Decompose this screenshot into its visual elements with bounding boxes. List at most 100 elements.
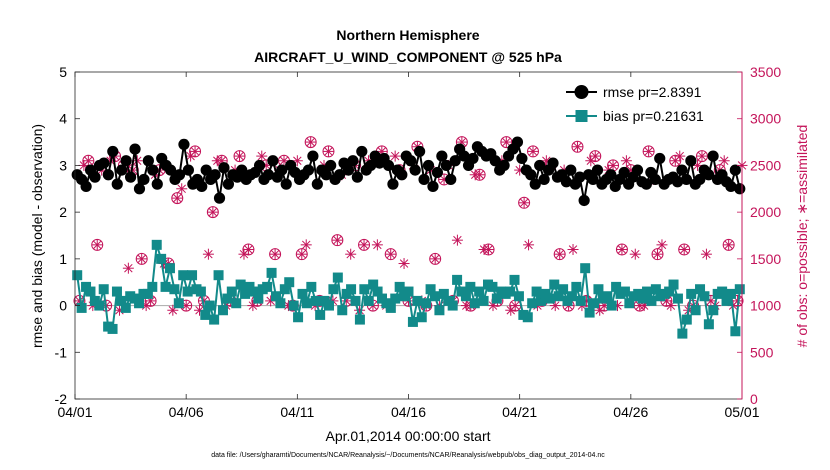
rmse-point [414,145,426,158]
rmse-point [151,178,163,190]
asterisk-stroke [702,249,711,259]
asterisk-stroke [524,240,533,250]
obs-possible-point [304,136,317,149]
bias-point [725,288,736,299]
asterisk-stroke [301,240,311,250]
y-left-tick-label: 4 [59,111,67,127]
bias-point [284,277,295,288]
rmse-point [356,145,368,158]
rmse-point [498,159,510,172]
obs-possible-point [135,252,148,265]
obs-assimilated-point [523,239,535,251]
bias-point [337,305,348,316]
bias-point [275,298,286,309]
obs-assimilated-point [122,262,134,274]
obs-assimilated-point [398,258,410,270]
obs-assimilated-point [460,300,472,312]
obs-assimilated-point [656,239,668,251]
asterisk-stroke [235,151,244,161]
bias-point [416,312,427,323]
bias-point [553,291,564,302]
obs-possible-point [322,145,335,158]
bias-point [584,307,595,318]
bias-point [531,286,542,297]
bias-point [151,239,162,250]
rmse-point [342,164,355,176]
footnote: data file: /Users/gharamti/Documents/NCA… [211,452,605,459]
rmse-point [351,171,363,183]
rmse-point [200,164,212,176]
asterisk-stroke [239,249,249,259]
obs-possible-point [518,196,531,209]
bias-point [240,288,251,299]
obs-assimilated-point [371,239,383,251]
bias-point [536,295,547,306]
obs-possible-point [269,248,282,261]
bias-point [452,274,463,285]
asterisk-stroke [124,263,133,273]
bias-point [235,279,246,290]
bias-point [204,300,215,311]
bias-point [421,298,432,309]
y-right-tick-label: 2500 [750,157,781,173]
rmse-point [276,164,288,176]
rmse-point [422,159,435,172]
bias-point [160,281,171,292]
rmse-point [209,169,221,181]
asterisk-stroke [390,151,400,161]
bias-point [310,295,321,306]
bias-point [695,284,706,295]
asterisk-stroke [586,156,596,165]
rmse-point [111,178,123,190]
y-right-tick-label: 1500 [750,251,781,267]
y-left-tick-label: 3 [59,157,67,173]
rmse-point [102,169,114,181]
asterisk-stroke [257,151,267,161]
bias-point [474,286,485,297]
rmse-point [703,169,715,181]
rmse-point [182,164,194,176]
asterisk-stroke [653,249,662,259]
bias-point [142,288,153,299]
rmse-point [418,173,430,186]
obs-possible-point [295,248,308,261]
bias-point [288,300,299,311]
obs-assimilated-point [345,248,357,260]
rmse-point [382,159,395,172]
rmse-point [511,136,524,148]
obs-possible-point [571,140,584,153]
obs-possible-point [607,159,620,172]
rmse-point [116,164,128,176]
asterisk-stroke [79,161,89,170]
legend-box [559,77,737,134]
asterisk-stroke [479,245,489,254]
bias-point [350,295,361,306]
bias-point [664,286,675,297]
bias-point [611,281,622,292]
bias-point [72,270,83,281]
rmse-point [640,178,652,190]
asterisk-stroke [177,184,186,194]
obs-assimilated-point [629,248,641,260]
bias-point [619,286,630,297]
bias-point [721,295,732,306]
bias-point [297,288,308,299]
asterisk-stroke [92,240,102,250]
bias-point [394,281,405,292]
y-left-tick-label: -1 [55,344,68,360]
obs-possible-point [91,238,104,251]
rmse-point [605,169,617,181]
rmse-point [547,157,559,169]
rmse-point [467,152,479,165]
y-right-tick-label: 500 [750,344,774,360]
bias-point [385,302,396,313]
bias-point [566,291,577,302]
asterisk-stroke [631,249,640,259]
asterisk-stroke [644,147,653,156]
bias-point [509,274,520,285]
rmse-point [387,178,399,190]
bias-point [315,309,326,320]
y-right-tick-label: 0 [750,391,758,407]
obs-assimilated-point [256,150,268,162]
y-left-tick-label: -2 [55,391,68,407]
